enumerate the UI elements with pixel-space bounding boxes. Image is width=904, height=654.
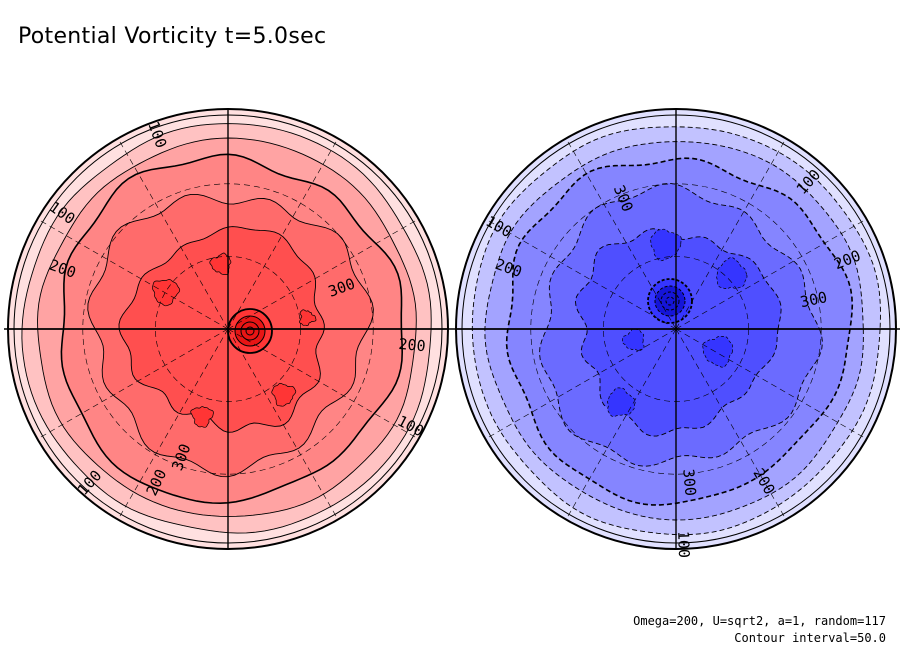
meridian-line	[675, 328, 877, 445]
meridian-line	[227, 213, 429, 330]
contour-label: 100	[674, 531, 693, 559]
meridian-line	[475, 213, 677, 330]
contour-label: 300	[679, 468, 699, 497]
contour-feature	[716, 257, 748, 289]
contour-feature	[299, 309, 317, 327]
vortex-core-contour	[665, 296, 675, 306]
contour-feature	[152, 279, 181, 307]
meridian-line	[27, 328, 229, 445]
meridian-line	[675, 128, 792, 330]
meridian-line	[560, 128, 677, 330]
chart-title: Potential Vorticity t=5.0sec	[18, 24, 327, 49]
meridian-line	[227, 328, 429, 445]
contour-feature	[702, 335, 733, 368]
footer-contour-interval: Contour interval=50.0	[734, 631, 886, 645]
contour-feature	[607, 387, 636, 417]
contour-feature	[271, 383, 297, 407]
vortex-core-contour	[245, 326, 255, 336]
meridian-line	[227, 328, 344, 530]
meridian-line	[227, 128, 344, 330]
meridian-line	[475, 328, 677, 445]
contour-feature	[190, 406, 214, 428]
contour-feature	[650, 228, 682, 262]
contour-label: 300	[799, 288, 829, 311]
meridian-line	[112, 328, 229, 530]
meridian-line	[675, 213, 877, 330]
meridian-line	[27, 213, 229, 330]
footer-parameters: Omega=200, U=sqrt2, a=1, random=117	[633, 614, 886, 628]
meridian-line	[560, 328, 677, 530]
meridian-line	[112, 128, 229, 330]
contour-feature	[209, 252, 232, 275]
meridian-line	[675, 328, 792, 530]
contour-feature	[622, 328, 645, 352]
contour-label: 200	[398, 335, 427, 355]
